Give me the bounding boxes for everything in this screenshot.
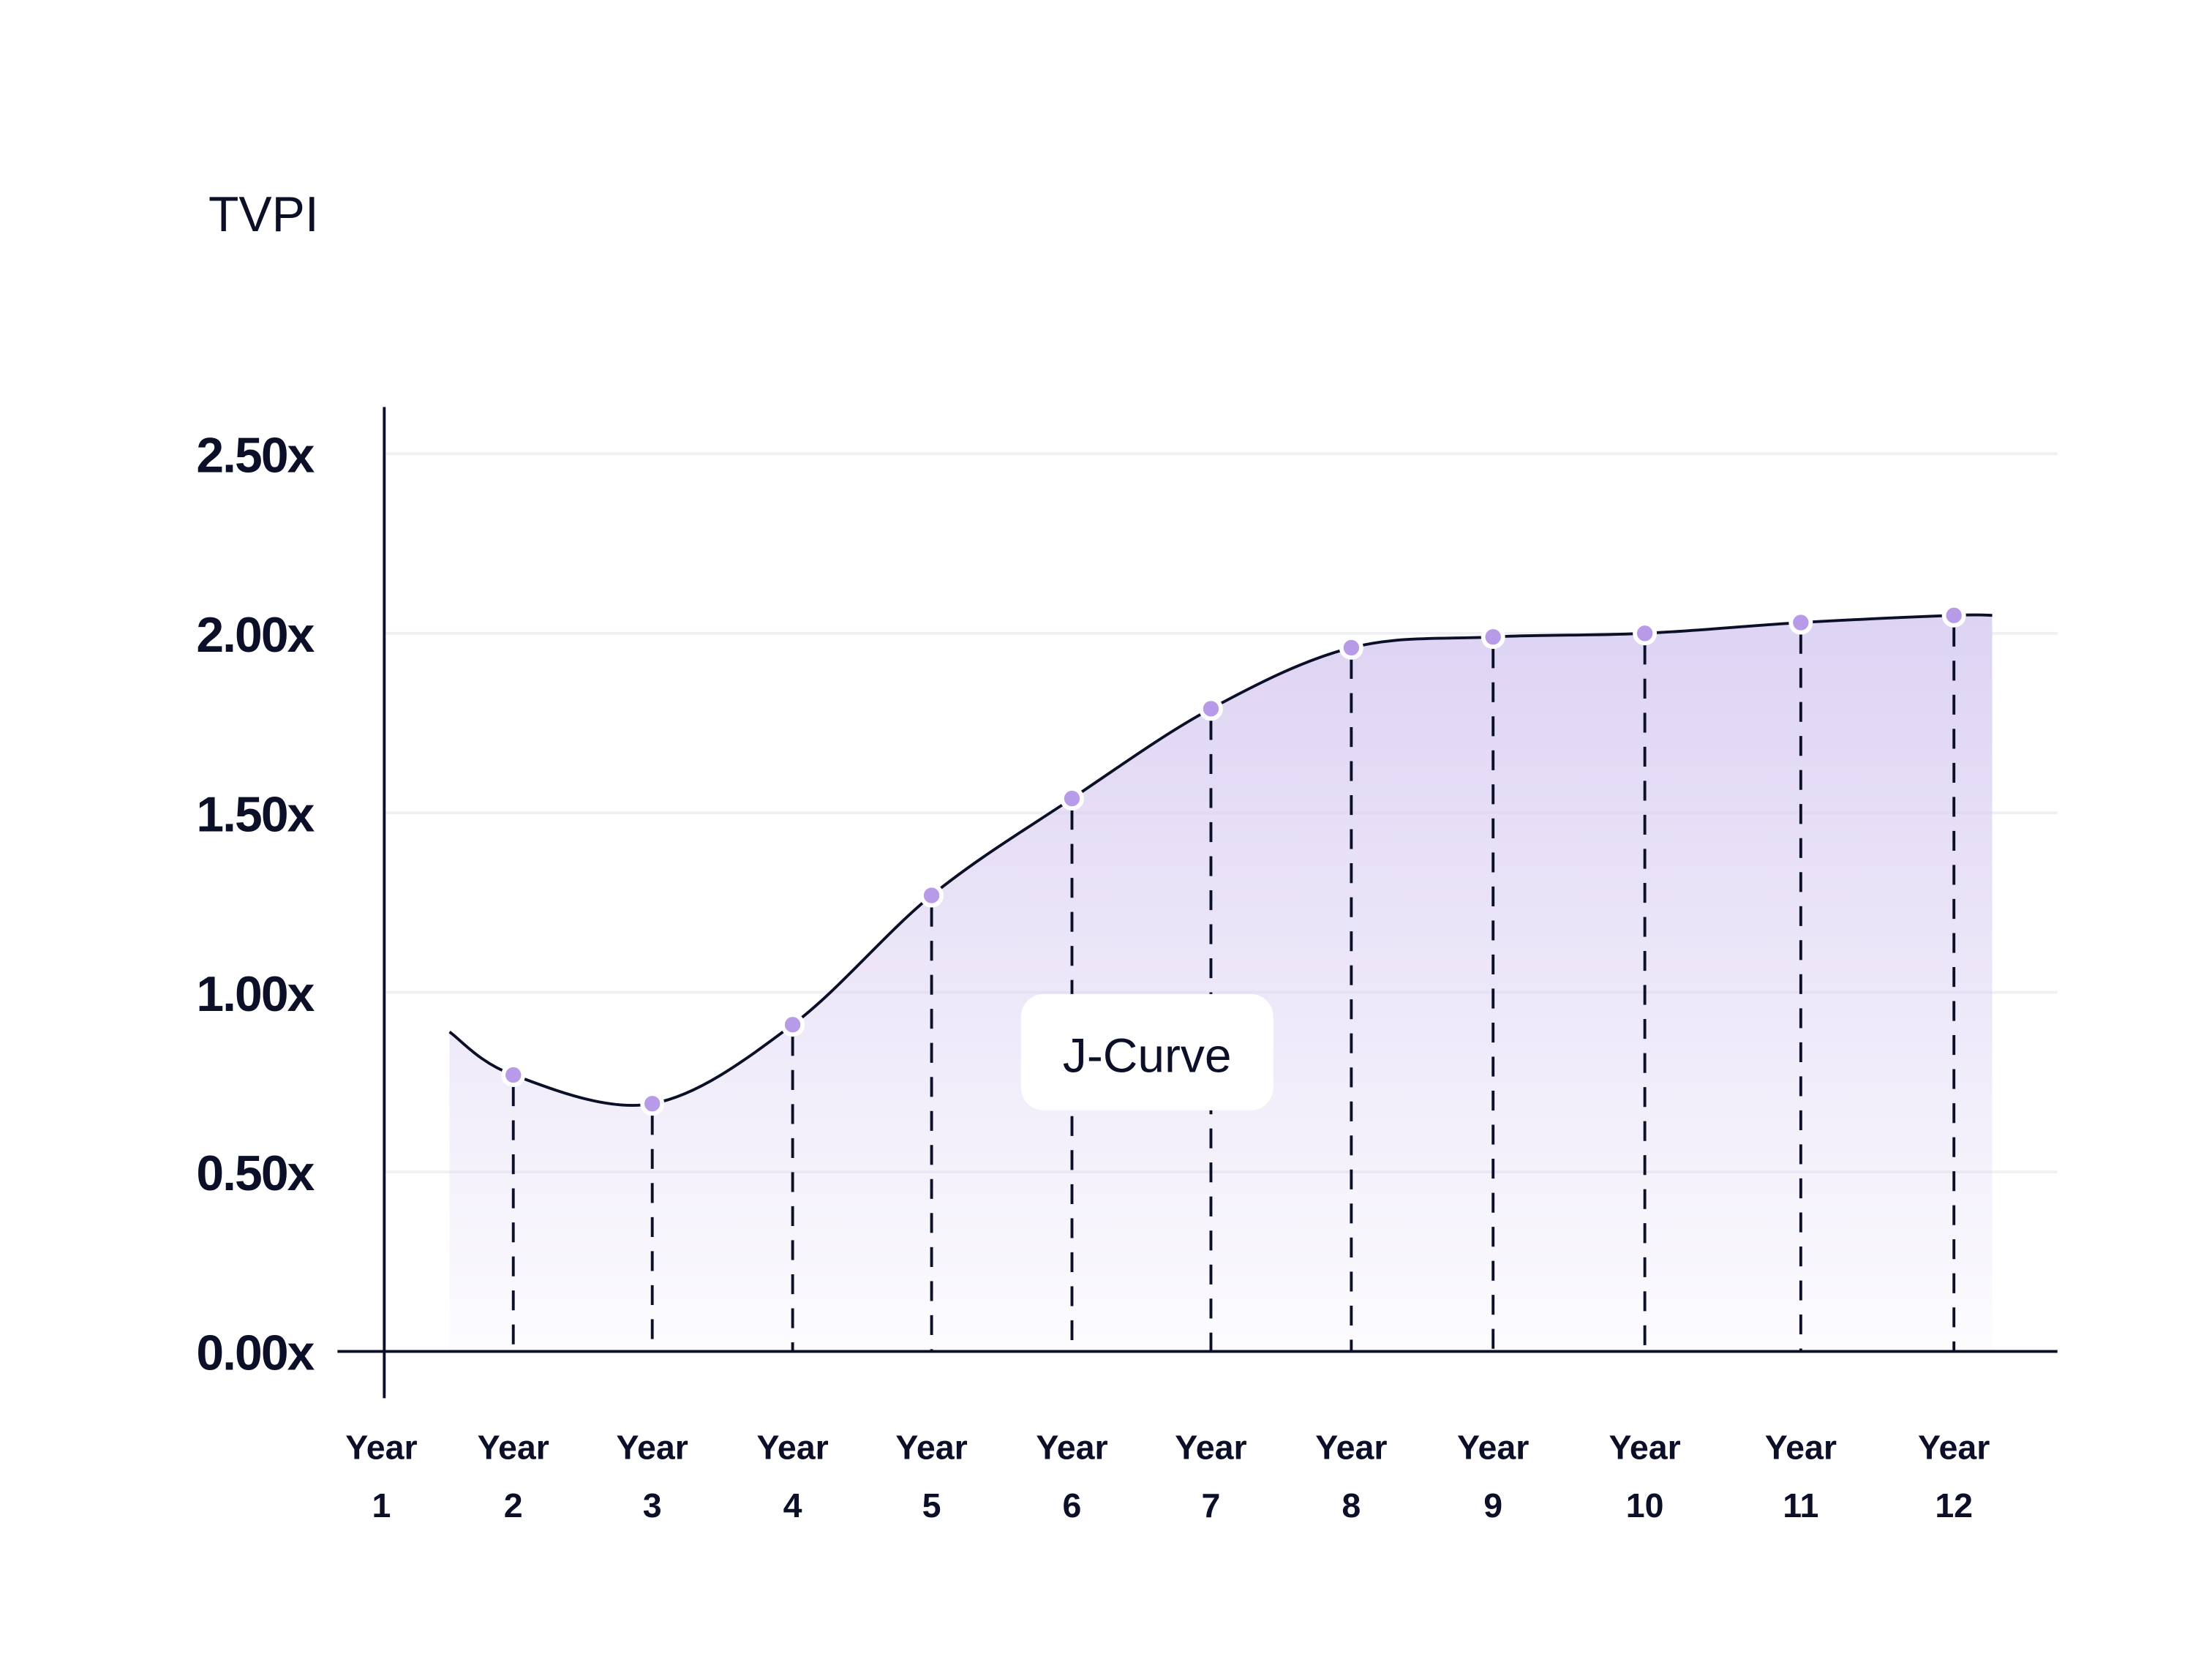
x-tick-label-line2: 8 bbox=[1342, 1486, 1361, 1524]
data-point bbox=[1339, 635, 1363, 660]
y-tick-label: 1.00x bbox=[196, 967, 315, 1022]
x-tick-label-line1: Year bbox=[1457, 1429, 1529, 1467]
x-tick-label-line1: Year bbox=[1918, 1429, 1990, 1467]
data-point bbox=[1481, 625, 1505, 650]
y-tick-label: 0.50x bbox=[196, 1146, 315, 1201]
x-tick-label-line2: 3 bbox=[643, 1486, 662, 1524]
x-tick-label-line2: 1 bbox=[372, 1486, 391, 1524]
tvpi-curve-line bbox=[448, 613, 1993, 1107]
area-fill bbox=[449, 614, 1993, 1352]
annotation-label: J-Curve bbox=[1063, 1029, 1232, 1083]
x-tick-label-line2: 6 bbox=[1063, 1486, 1082, 1524]
data-point bbox=[640, 1091, 665, 1116]
annotation-box bbox=[1020, 993, 1274, 1110]
x-tick-label-line2: 10 bbox=[1626, 1486, 1664, 1524]
j-curve-annotation: J-Curve bbox=[1020, 993, 1274, 1110]
x-tick-label-line2: 4 bbox=[783, 1486, 802, 1524]
y-axis-title: TVPI bbox=[208, 187, 319, 242]
data-point bbox=[1788, 610, 1813, 635]
x-tick-label-line2: 7 bbox=[1202, 1486, 1221, 1524]
x-tick-label-line2: 12 bbox=[1935, 1486, 1973, 1524]
x-tick-label-line1: Year bbox=[345, 1429, 417, 1467]
data-point bbox=[919, 883, 944, 908]
x-tick-label-line1: Year bbox=[1765, 1429, 1837, 1467]
data-point bbox=[780, 1012, 805, 1037]
dashed-drop-lines bbox=[511, 626, 1956, 1352]
y-tick-label: 2.00x bbox=[196, 608, 315, 663]
x-tick-label-line2: 2 bbox=[504, 1486, 523, 1524]
x-tick-label-line1: Year bbox=[1315, 1429, 1387, 1467]
x-tick-label-line1: Year bbox=[1036, 1429, 1107, 1467]
x-tick-label-line1: Year bbox=[895, 1429, 967, 1467]
x-tick-labels: Year 1 Year 2 Year 3 Year 4 Year 5 Year 6 Year 7 Year 8… bbox=[345, 1429, 1990, 1524]
x-tick-label-line1: Year bbox=[756, 1429, 828, 1467]
y-tick-labels: 0.00x 0.50x 1.00x 1.50x 2.00x 2.50x bbox=[196, 429, 316, 1381]
y-tick-label: 0.00x bbox=[196, 1326, 315, 1381]
x-tick-label-line1: Year bbox=[1609, 1429, 1680, 1467]
y-tick-label: 2.50x bbox=[196, 429, 315, 484]
x-tick-label-line1: Year bbox=[617, 1429, 688, 1467]
data-points bbox=[501, 603, 1966, 1116]
x-tick-label-line2: 5 bbox=[922, 1486, 941, 1524]
x-tick-label-line2: 11 bbox=[1783, 1486, 1818, 1524]
data-point bbox=[1060, 786, 1084, 811]
y-tick-label: 1.50x bbox=[196, 787, 315, 842]
data-point bbox=[1633, 621, 1658, 646]
x-tick-label-line2: 9 bbox=[1483, 1486, 1502, 1524]
x-tick-label-line1: Year bbox=[1175, 1429, 1246, 1467]
x-tick-label-line1: Year bbox=[478, 1429, 549, 1467]
data-point bbox=[1941, 603, 1966, 628]
data-point bbox=[501, 1063, 526, 1087]
data-point bbox=[1198, 696, 1223, 721]
